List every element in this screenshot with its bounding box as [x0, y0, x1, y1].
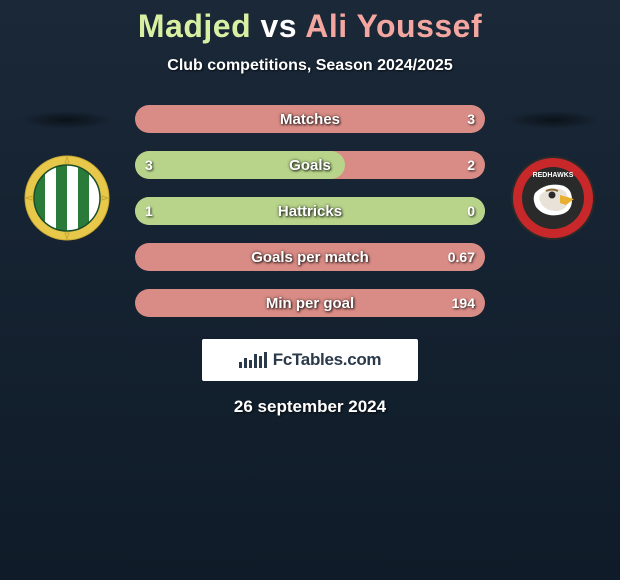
stats-list: Matches33Goals21Hattricks0Goals per matc…	[135, 105, 485, 317]
badge-right-svg: REDHAWKS	[510, 155, 596, 241]
stat-row: Min per goal194	[135, 289, 485, 317]
stat-value-right: 0.67	[448, 249, 475, 265]
team-badge-right: REDHAWKS	[510, 155, 596, 241]
stat-row: 3Goals2	[135, 151, 485, 179]
vs-label: vs	[261, 8, 298, 44]
stat-label: Goals	[135, 157, 485, 174]
stat-label: Hattricks	[135, 203, 485, 220]
brand-text: FcTables.com	[273, 350, 382, 370]
shadow-oval	[21, 111, 113, 129]
stat-label: Matches	[135, 111, 485, 128]
stat-value-right: 3	[467, 111, 475, 127]
date-label: 26 september 2024	[0, 397, 620, 417]
team-badge-left	[24, 155, 110, 241]
content-row: Matches33Goals21Hattricks0Goals per matc…	[0, 105, 620, 317]
stat-row: 1Hattricks0	[135, 197, 485, 225]
right-badge-column: REDHAWKS	[503, 105, 603, 241]
subtitle: Club competitions, Season 2024/2025	[0, 57, 620, 75]
left-badge-column	[17, 105, 117, 241]
shadow-oval	[507, 111, 599, 129]
stat-row: Matches3	[135, 105, 485, 133]
page-title: Madjed vs Ali Youssef	[0, 8, 620, 45]
stat-label: Min per goal	[135, 295, 485, 312]
badge-left-svg	[24, 155, 110, 241]
stat-value-right: 2	[467, 157, 475, 173]
stat-value-right: 0	[467, 203, 475, 219]
chart-icon	[239, 352, 267, 368]
stat-label: Goals per match	[135, 249, 485, 266]
stat-value-right: 194	[452, 295, 475, 311]
svg-text:REDHAWKS: REDHAWKS	[533, 172, 574, 179]
player1-name: Madjed	[138, 8, 251, 44]
stat-row: Goals per match0.67	[135, 243, 485, 271]
comparison-card: Madjed vs Ali Youssef Club competitions,…	[0, 0, 620, 417]
brand-logo[interactable]: FcTables.com	[202, 339, 418, 381]
player2-name: Ali Youssef	[305, 8, 482, 44]
